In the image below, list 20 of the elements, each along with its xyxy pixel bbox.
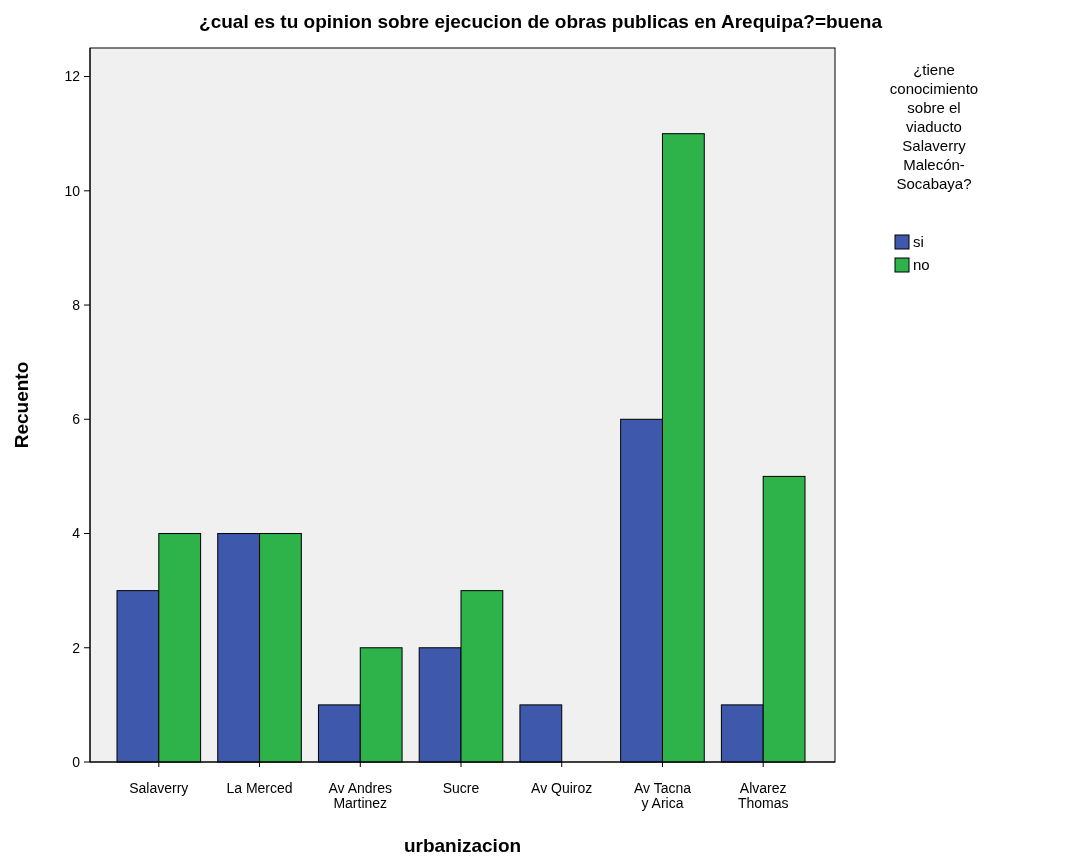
x-tick-label: Salaverry	[129, 780, 189, 796]
x-tick-label: Av Quiroz	[531, 780, 593, 796]
y-tick-label: 12	[64, 68, 81, 85]
y-axis-title: Recuento	[11, 361, 32, 449]
legend-title: ¿tiene conocimiento sobre el viaducto Salaverry Malecón-Socabaya?	[889, 61, 979, 192]
y-tick-label: 4	[72, 525, 81, 542]
y-tick-label: 10	[64, 182, 81, 199]
y-tick-label: 6	[72, 411, 81, 428]
chart-title: ¿cual es tu opinion sobre ejecucion de obras publicas en Arequipa?=buena	[199, 11, 883, 32]
x-tick-label: Av Tacna y Arica	[633, 780, 692, 811]
legend-label: no	[913, 256, 930, 274]
x-axis-title: urbanizacion	[403, 835, 522, 856]
x-tick-label: La Merced	[226, 780, 293, 796]
y-tick-label: 2	[72, 639, 81, 656]
legend-label: si	[913, 233, 924, 251]
x-tick-label: Av Andres Martinez	[328, 780, 393, 811]
y-tick-label: 0	[72, 753, 81, 770]
x-tick-label: Alvarez Thomas	[737, 780, 789, 811]
x-tick-label: Sucre	[442, 780, 480, 796]
y-tick-label: 8	[72, 296, 81, 313]
